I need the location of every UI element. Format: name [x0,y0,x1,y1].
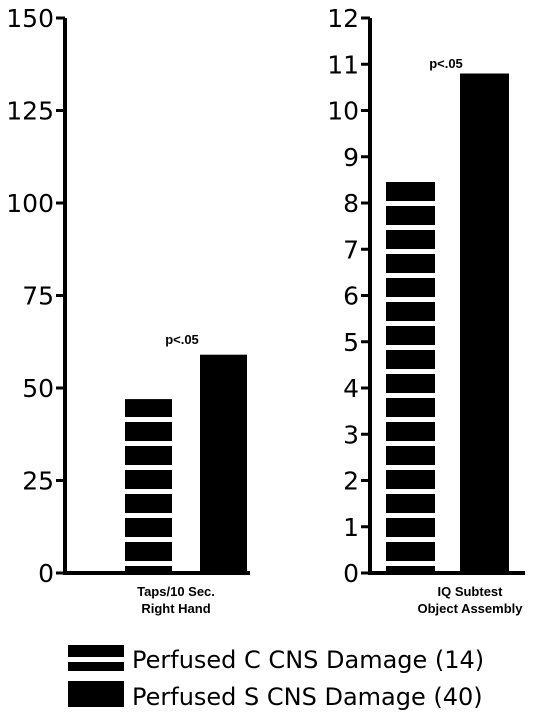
y-tick-label: 8 [343,189,359,218]
y-tick-label: 11 [327,50,359,79]
y-tick-label: 0 [38,559,54,588]
y-tick-label: 12 [327,4,359,33]
y-tick-label: 7 [343,235,359,264]
y-tick-label: 9 [343,143,359,172]
significance-label: p<.05 [165,332,199,347]
y-tick-label: 3 [343,420,359,449]
y-tick-label: 50 [22,374,54,403]
y-tick-label: 6 [343,282,359,311]
legend-swatch-solid [68,681,124,707]
y-tick-label: 150 [6,4,54,33]
legend-label: Perfused C CNS Damage (14) [132,646,484,674]
bar-perfused-s [200,354,247,573]
chart-taps-panel: 0 25 50 75 100 125 150 p<.05 Taps/10 Sec. Righ… [6,4,250,616]
significance-label: p<.05 [429,56,463,71]
y-tick-label: 125 [6,97,54,126]
bar-perfused-s [460,73,509,573]
category-label: Right Hand [141,601,210,616]
legend-swatch-striped [68,645,124,671]
legend-label: Perfused S CNS Damage (40) [132,683,483,711]
y-tick-label: 4 [343,374,359,403]
bar-perfused-c [386,179,435,573]
y-tick-label: 5 [343,328,359,357]
category-label: IQ Subtest [437,584,503,599]
y-tick-label: 25 [22,467,54,496]
bar-perfused-c [125,399,172,573]
y-tick-label: 75 [22,282,54,311]
y-tick-label: 2 [343,467,359,496]
y-tick-label: 10 [327,97,359,126]
category-label: Taps/10 Sec. [137,584,215,599]
y-tick-label: 0 [343,559,359,588]
y-tick-label: 100 [6,189,54,218]
y-tick-label: 1 [343,513,359,542]
category-label: Object Assembly [417,601,523,616]
legend: Perfused C CNS Damage (14) Perfused S CN… [68,645,484,711]
